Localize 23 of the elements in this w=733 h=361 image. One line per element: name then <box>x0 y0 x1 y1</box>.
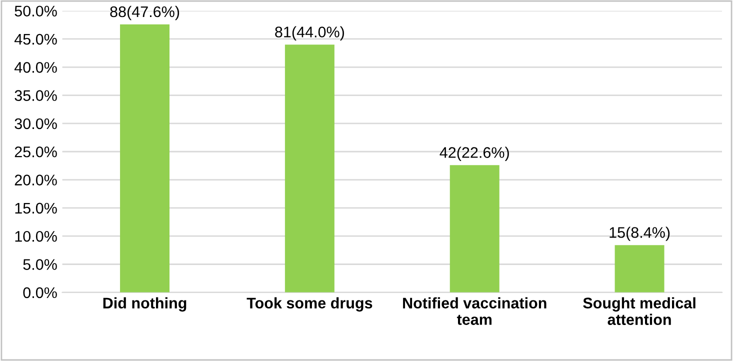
x-tick-label: Took some drugs <box>246 297 372 312</box>
y-tick-label: 0.0% <box>23 287 57 298</box>
data-label: 15(8.4%) <box>610 226 670 241</box>
y-tick-label: 35.0% <box>14 90 57 101</box>
y-tick-label: 50.0% <box>14 6 57 17</box>
bar <box>120 24 170 292</box>
bar <box>450 165 500 292</box>
data-label: 81(44.0%) <box>275 26 344 40</box>
y-tick-label: 10.0% <box>15 230 57 242</box>
y-tick-label: 45.0% <box>14 34 57 45</box>
bar <box>614 245 664 292</box>
x-tick-label: Did nothing <box>103 297 186 312</box>
x-tick-label: Sought medical attention <box>583 297 696 326</box>
data-label: 42(22.6%) <box>440 146 509 161</box>
y-tick-label: 20.0% <box>14 174 57 186</box>
y-tick-label: 5.0% <box>23 259 57 270</box>
data-label: 88(47.6%) <box>110 6 180 20</box>
y-tick-label: 40.0% <box>14 62 57 73</box>
y-tick-label: 30.0% <box>14 118 57 130</box>
x-tick-label: Notified vaccination team <box>403 297 546 325</box>
bar <box>284 44 334 292</box>
y-tick-label: 25.0% <box>14 146 57 158</box>
y-tick-label: 15.0% <box>15 202 57 214</box>
